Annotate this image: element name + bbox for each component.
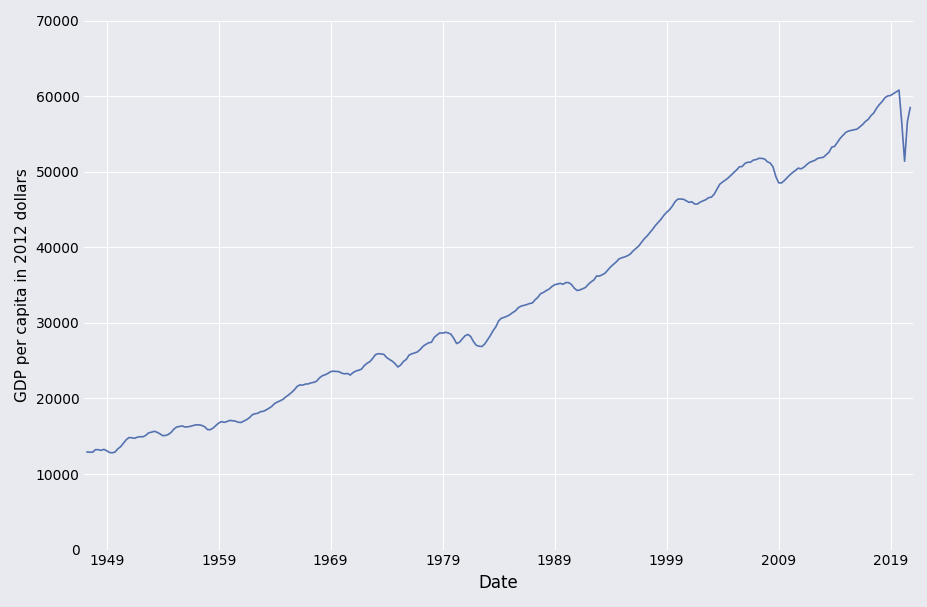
Y-axis label: GDP per capita in 2012 dollars: GDP per capita in 2012 dollars (15, 168, 30, 402)
X-axis label: Date: Date (478, 574, 518, 592)
